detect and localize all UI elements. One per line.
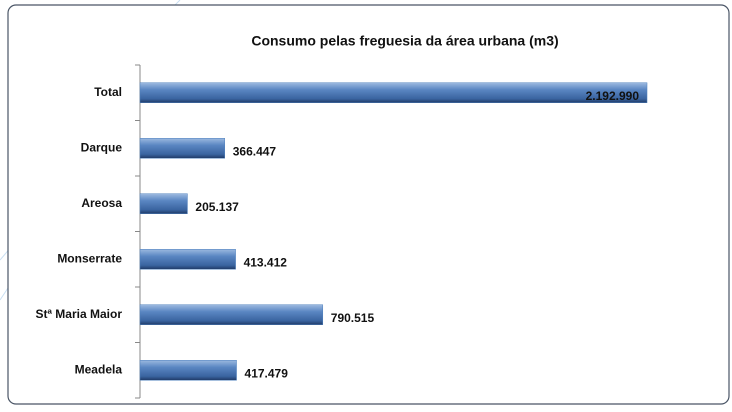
y-tick-label: Monserrate: [57, 251, 122, 265]
y-tick-label: Total: [94, 85, 122, 99]
y-tick-label: Stª Maria Maior: [36, 307, 123, 321]
y-tick-label: Darque: [81, 140, 123, 154]
data-label: 205.137: [195, 200, 239, 214]
data-label: 790.515: [331, 311, 375, 325]
y-tick-label: Meadela: [75, 362, 123, 376]
chart-title: Consumo pelas freguesia da área urbana (…: [251, 33, 558, 49]
bar: [139, 249, 236, 270]
bar: [139, 193, 188, 214]
bar: [139, 82, 648, 103]
data-label: 2.192.990: [586, 89, 640, 103]
chart-frame: [7, 4, 730, 405]
bar: [139, 360, 237, 381]
data-label: 417.479: [245, 366, 289, 380]
data-label: 413.412: [244, 255, 288, 269]
y-tick-label: Areosa: [81, 196, 122, 210]
bar: [139, 138, 225, 159]
bar: [139, 304, 324, 325]
data-label: 366.447: [233, 144, 277, 158]
